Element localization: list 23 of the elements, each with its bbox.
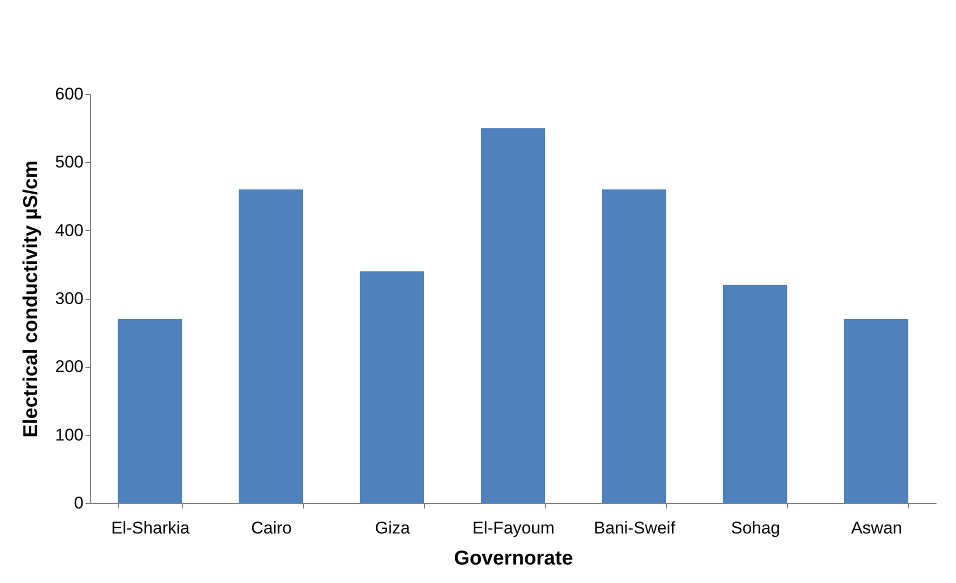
bar xyxy=(602,189,666,503)
y-tick-label: 600 xyxy=(55,84,84,104)
bar xyxy=(722,284,788,503)
y-tick-label: 500 xyxy=(55,152,84,172)
y-tick-label: 400 xyxy=(55,220,84,240)
x-axis-title: Governorate xyxy=(454,548,573,570)
bar xyxy=(844,318,908,503)
x-tick-label: Cairo xyxy=(251,518,292,538)
x-tick-label: El-Sharkia xyxy=(111,518,190,538)
x-tick-label: El-Fayoum xyxy=(472,518,555,538)
bar xyxy=(360,271,424,503)
y-axis-title: Electrical conductivity µS/cm xyxy=(20,160,42,438)
y-tick-label: 200 xyxy=(55,357,84,376)
bar xyxy=(480,128,546,503)
y-tick-label: 300 xyxy=(55,289,84,308)
x-tick-label: Sohag xyxy=(730,518,780,538)
bar xyxy=(118,318,182,503)
x-tick-label: Aswan xyxy=(851,518,902,538)
y-tick-label: 100 xyxy=(55,425,84,444)
x-tick-label: Bani-Sweif xyxy=(594,518,676,538)
x-tick-label: Giza xyxy=(374,518,410,538)
y-tick-label: 0 xyxy=(74,494,84,512)
bar xyxy=(238,189,304,503)
